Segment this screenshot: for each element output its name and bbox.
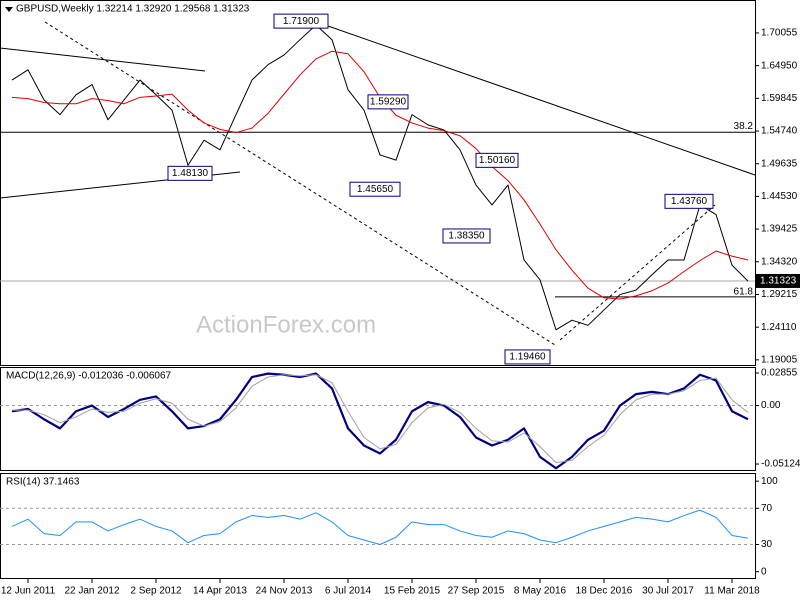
fib-label: 38.2: [734, 121, 754, 132]
series-line: [11, 24, 749, 331]
trend-line: [559, 204, 716, 341]
last-price-box: [756, 273, 800, 288]
y-tick-label: 1.59845: [761, 93, 798, 104]
x-tick-label: 14 Apr 2013: [193, 586, 247, 597]
price-annotation: 1.38350: [448, 231, 485, 242]
y-tick-label: 1.34320: [761, 256, 798, 267]
rsi-panel: [0, 473, 756, 579]
price-annotation-box: [442, 228, 491, 244]
menu-icon: [5, 7, 13, 12]
trend-line: [44, 21, 556, 346]
x-tick-label: 11 Mar 2018: [704, 586, 760, 597]
y-tick-label: 1.64950: [761, 60, 798, 71]
trend-line: [0, 47, 206, 72]
y-tick-label: 100: [761, 476, 778, 487]
fib-label: 61.8: [734, 287, 754, 298]
price-panel: [0, 0, 756, 366]
y-tick-label: 1.24110: [761, 322, 797, 333]
price-annotation: 1.19460: [509, 352, 546, 363]
price-annotation-box: [349, 181, 401, 197]
x-tick-label: 27 Sep 2015: [448, 586, 505, 597]
y-tick-label: 1.49635: [761, 158, 798, 169]
trend-lines: [0, 17, 756, 346]
price-annotation-box: [664, 193, 714, 209]
macd-title: MACD(12,26,9) -0.012036 -0.006067: [6, 371, 172, 382]
rsi-title: RSI(14) 37.1463: [6, 477, 80, 488]
x-tick-label: 15 Feb 2015: [384, 586, 441, 597]
y-tick-label: 30: [761, 539, 773, 550]
y-tick-label: 1.39425: [761, 224, 798, 235]
price-annotation-box: [367, 94, 409, 110]
series-line: [12, 374, 749, 464]
price-annotation: 1.59290: [370, 97, 407, 108]
y-tick-label: 0: [761, 566, 767, 577]
macd-panel: [0, 367, 756, 471]
y-tick-label: 70: [761, 503, 773, 514]
x-tick-label: 24 Nov 2013: [256, 586, 313, 597]
price-annotation-box: [273, 13, 329, 29]
price-annotation: 1.71900: [283, 16, 320, 27]
trend-line: [304, 17, 756, 176]
price-annotation-box: [504, 349, 551, 365]
series-line: [11, 509, 749, 546]
last-price-label: 1.31323: [760, 276, 797, 287]
x-tick-label: 2 Sep 2012: [130, 586, 182, 597]
x-tick-label: 6 Jul 2014: [325, 586, 372, 597]
series-line: [11, 372, 749, 470]
y-tick-label: 0.02855: [761, 368, 798, 379]
y-tick-label: 1.29215: [761, 289, 798, 300]
y-tick-label: 1.19005: [761, 354, 798, 365]
x-tick-label: 12 Jun 2011: [1, 586, 56, 597]
y-tick-label: 1.44530: [761, 191, 798, 202]
x-tick-label: 18 Dec 2016: [576, 586, 633, 597]
price-annotation: 1.43760: [671, 196, 708, 207]
watermark: ActionForex.com: [196, 311, 376, 338]
price-annotation: 1.48130: [172, 168, 209, 179]
y-tick-label: 1.54740: [761, 126, 798, 137]
price-annotation: 1.50160: [479, 155, 516, 166]
y-tick-label: 1.70055: [761, 28, 798, 39]
price-annotation-box: [475, 152, 519, 168]
price-annotation-box: [167, 165, 213, 181]
y-tick-label: 0.00: [761, 400, 781, 411]
price-annotation: 1.45650: [357, 184, 394, 195]
x-tick-label: 8 May 2016: [514, 586, 567, 597]
chart-title: GBPUSD,Weekly 1.32214 1.32920 1.29568 1.…: [16, 4, 250, 15]
x-tick-label: 30 Jul 2017: [642, 586, 694, 597]
panel-frames: [0, 0, 756, 579]
y-tick-label: -0.05124: [761, 459, 800, 470]
x-tick-label: 22 Jan 2012: [64, 586, 119, 597]
